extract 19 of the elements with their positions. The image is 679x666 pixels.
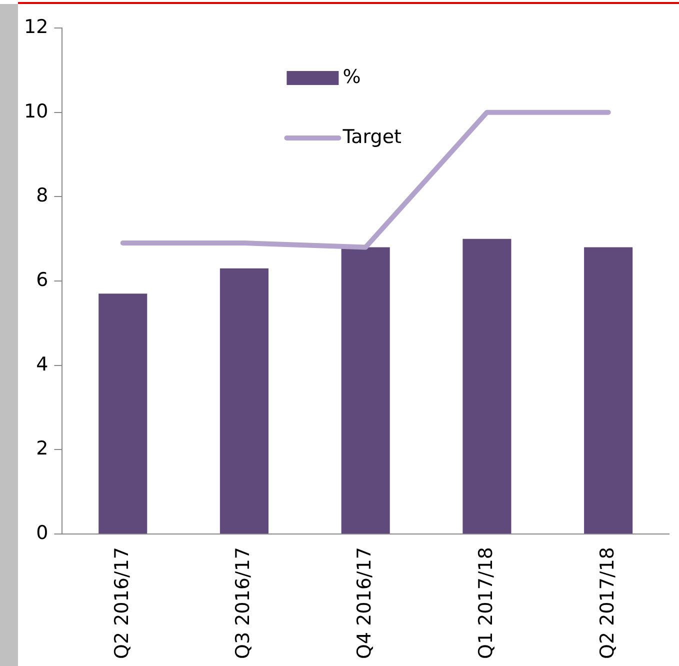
x-tick-label: Q3 2016/17 xyxy=(232,546,254,659)
x-tick-label: Q2 2017/18 xyxy=(596,546,618,659)
y-tick-label: 12 xyxy=(24,16,48,38)
y-tick-label: 6 xyxy=(36,268,48,291)
y-tick-label: 0 xyxy=(36,522,48,544)
bar xyxy=(584,247,633,534)
x-tick-label: Q2 2016/17 xyxy=(110,546,133,659)
y-tick-label: 4 xyxy=(36,353,48,376)
bar xyxy=(462,238,512,534)
bar xyxy=(220,268,268,534)
y-tick-label: 10 xyxy=(24,100,48,122)
legend-label: % xyxy=(342,66,361,88)
x-tick-label: Q1 2017/18 xyxy=(474,546,497,659)
bar xyxy=(341,247,390,534)
y-tick-label: 8 xyxy=(36,184,48,207)
bar xyxy=(98,294,148,534)
legend-label: Target xyxy=(342,126,402,148)
x-tick-label: Q4 2016/17 xyxy=(354,546,376,659)
y-tick-label: 2 xyxy=(36,438,48,460)
